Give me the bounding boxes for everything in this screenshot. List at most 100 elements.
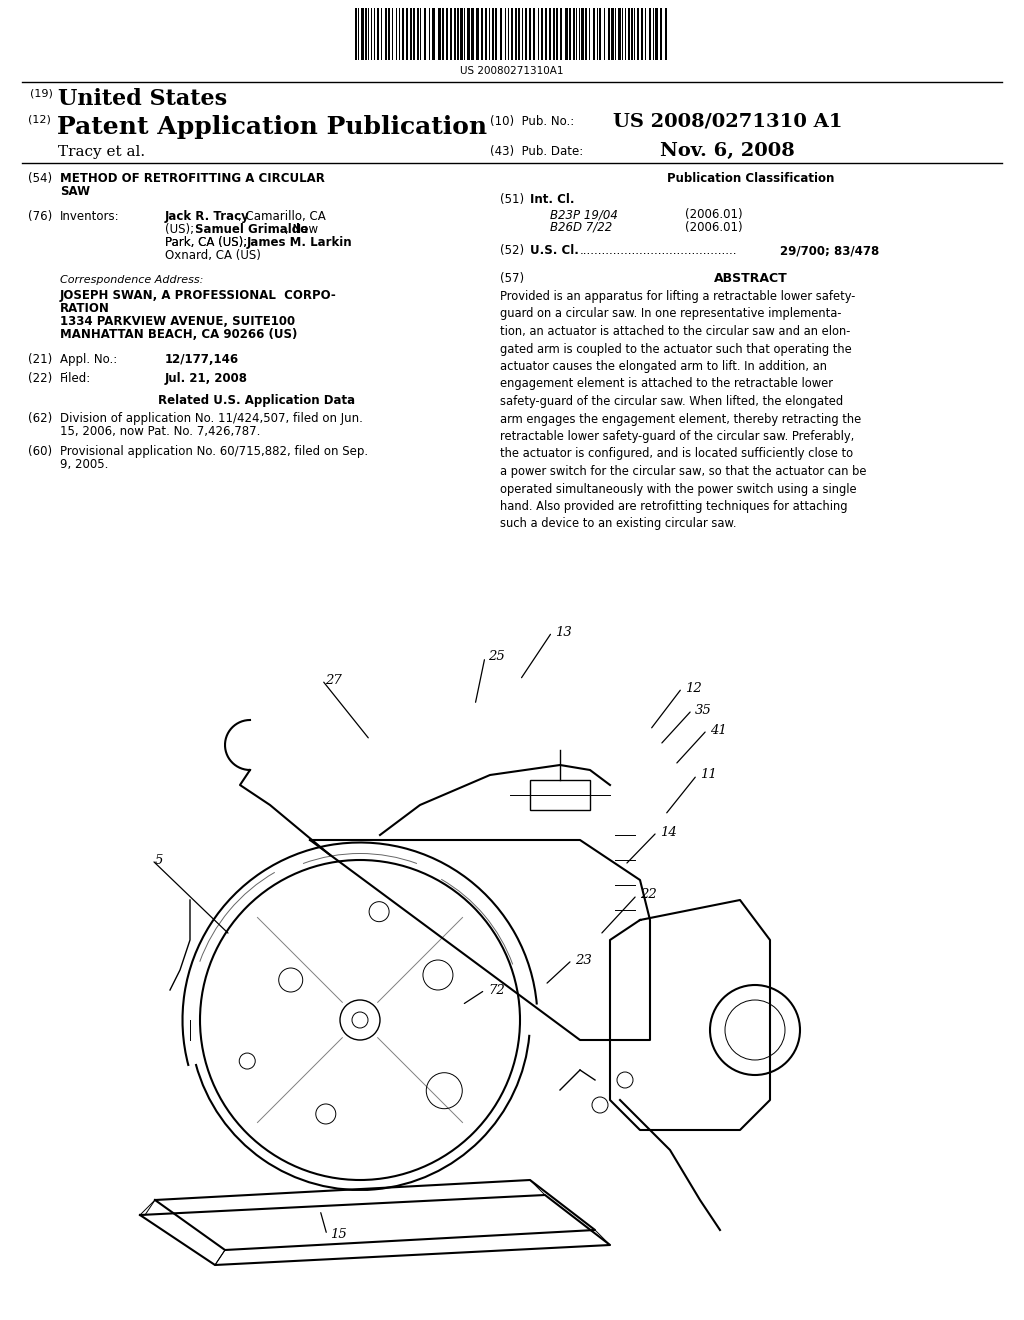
- Bar: [607, 8, 609, 59]
- Bar: [573, 8, 574, 59]
- Bar: [634, 8, 635, 59]
- Text: (US);: (US);: [165, 223, 198, 236]
- Bar: [410, 8, 412, 59]
- Bar: [441, 8, 443, 59]
- Bar: [480, 8, 483, 59]
- Text: Division of application No. 11/424,507, filed on Jun.: Division of application No. 11/424,507, …: [60, 412, 362, 425]
- Bar: [492, 8, 494, 59]
- Text: (62): (62): [28, 412, 52, 425]
- Bar: [454, 8, 456, 59]
- Text: (21): (21): [28, 352, 52, 366]
- Bar: [628, 8, 630, 59]
- Bar: [532, 8, 535, 59]
- Text: 5: 5: [155, 854, 164, 866]
- Bar: [603, 8, 605, 59]
- Bar: [541, 8, 543, 59]
- Bar: [388, 8, 389, 59]
- Text: (76): (76): [28, 210, 52, 223]
- Text: 35: 35: [695, 704, 712, 717]
- Text: 12: 12: [685, 681, 701, 694]
- Bar: [565, 8, 568, 59]
- Bar: [500, 8, 502, 59]
- Bar: [377, 8, 379, 59]
- Text: JOSEPH SWAN, A PROFESSIONAL  CORPO-: JOSEPH SWAN, A PROFESSIONAL CORPO-: [60, 289, 337, 302]
- Bar: [457, 8, 459, 59]
- Bar: [424, 8, 426, 59]
- Text: Samuel Grimaldo: Samuel Grimaldo: [195, 223, 308, 236]
- Bar: [417, 8, 419, 59]
- Bar: [381, 8, 382, 59]
- Bar: [360, 8, 364, 59]
- Text: , New: , New: [285, 223, 318, 236]
- Bar: [432, 8, 434, 59]
- Bar: [644, 8, 646, 59]
- Text: Patent Application Publication: Patent Application Publication: [57, 115, 487, 139]
- Text: 41: 41: [710, 723, 727, 737]
- Text: 27: 27: [325, 673, 342, 686]
- Text: 12/177,146: 12/177,146: [165, 352, 240, 366]
- Text: ..........................................: ........................................…: [580, 244, 737, 257]
- Bar: [471, 8, 473, 59]
- Bar: [581, 8, 584, 59]
- Text: RATION: RATION: [60, 302, 110, 315]
- Text: 72: 72: [488, 983, 505, 997]
- Bar: [437, 8, 440, 59]
- Bar: [640, 8, 642, 59]
- Text: (51): (51): [500, 193, 524, 206]
- Text: Park, CA (US);: Park, CA (US);: [165, 236, 251, 249]
- Bar: [652, 8, 654, 59]
- Bar: [495, 8, 497, 59]
- Text: MANHATTAN BEACH, CA 90266 (US): MANHATTAN BEACH, CA 90266 (US): [60, 327, 297, 341]
- Text: Int. Cl.: Int. Cl.: [530, 193, 574, 206]
- Text: (57): (57): [500, 272, 524, 285]
- Text: Correspondence Address:: Correspondence Address:: [60, 275, 204, 285]
- Text: Filed:: Filed:: [60, 372, 91, 385]
- Bar: [508, 8, 509, 59]
- Text: METHOD OF RETROFITTING A CIRCULAR: METHOD OF RETROFITTING A CIRCULAR: [60, 172, 325, 185]
- Bar: [649, 8, 651, 59]
- Bar: [460, 8, 463, 59]
- Text: US 2008/0271310 A1: US 2008/0271310 A1: [613, 112, 843, 129]
- Text: B23P 19/04: B23P 19/04: [550, 209, 617, 220]
- Text: 25: 25: [488, 651, 505, 664]
- Bar: [556, 8, 558, 59]
- Bar: [631, 8, 633, 59]
- Text: Inventors:: Inventors:: [60, 210, 120, 223]
- Text: Related U.S. Application Data: Related U.S. Application Data: [158, 393, 355, 407]
- Text: Nov. 6, 2008: Nov. 6, 2008: [660, 143, 795, 160]
- Bar: [569, 8, 570, 59]
- Bar: [525, 8, 526, 59]
- Bar: [384, 8, 386, 59]
- Bar: [365, 8, 367, 59]
- Text: Jack R. Tracy: Jack R. Tracy: [165, 210, 250, 223]
- Bar: [428, 8, 430, 59]
- Text: 22: 22: [640, 888, 656, 902]
- Text: Publication Classification: Publication Classification: [668, 172, 835, 185]
- Bar: [659, 8, 662, 59]
- Bar: [585, 8, 587, 59]
- Bar: [413, 8, 415, 59]
- Text: 23: 23: [575, 953, 592, 966]
- Bar: [374, 8, 375, 59]
- Text: Tracy et al.: Tracy et al.: [58, 145, 145, 158]
- Text: Park, CA (US);: Park, CA (US);: [165, 236, 251, 249]
- Bar: [511, 8, 513, 59]
- Text: 9, 2005.: 9, 2005.: [60, 458, 109, 471]
- Bar: [518, 8, 520, 59]
- Text: (19): (19): [30, 88, 56, 98]
- Bar: [637, 8, 639, 59]
- Bar: [665, 8, 667, 59]
- Text: 11: 11: [700, 768, 717, 781]
- Bar: [579, 8, 580, 59]
- Bar: [406, 8, 408, 59]
- Bar: [488, 8, 490, 59]
- Bar: [467, 8, 470, 59]
- Bar: [476, 8, 479, 59]
- Bar: [420, 8, 421, 59]
- Bar: [655, 8, 657, 59]
- Bar: [450, 8, 452, 59]
- Bar: [528, 8, 531, 59]
- Text: (2006.01): (2006.01): [685, 220, 742, 234]
- Text: SAW: SAW: [60, 185, 90, 198]
- Text: James M. Larkin: James M. Larkin: [247, 236, 352, 249]
